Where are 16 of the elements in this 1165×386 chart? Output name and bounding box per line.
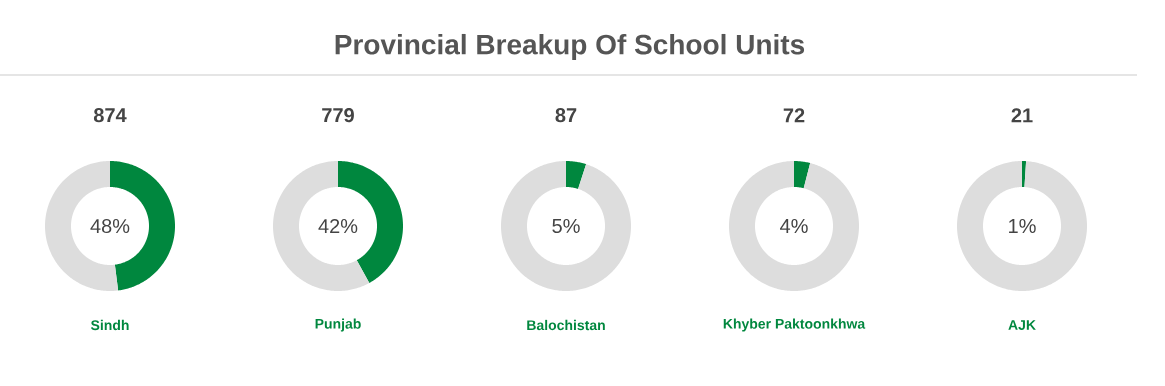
chart-title: 874: [93, 108, 127, 123]
text: 4%: [780, 219, 808, 233]
text: 5%: [552, 218, 580, 234]
text: 1%: [1009, 219, 1036, 233]
chart-title: 72: [783, 108, 805, 123]
text: Khyber Paktoonkhwa: [723, 318, 866, 332]
text: 48%: [90, 218, 130, 234]
text: 42%: [318, 218, 358, 234]
text: Balochistan: [527, 319, 605, 331]
text: Provincial Breakup Of School Units: [335, 33, 805, 61]
chart-title: 779: [322, 108, 354, 123]
text: AJK: [1008, 320, 1036, 330]
text: Sindh: [90, 319, 129, 331]
chart-title: 87: [555, 108, 577, 123]
text: Punjab: [315, 318, 361, 332]
chart-title: 21: [1011, 108, 1033, 123]
